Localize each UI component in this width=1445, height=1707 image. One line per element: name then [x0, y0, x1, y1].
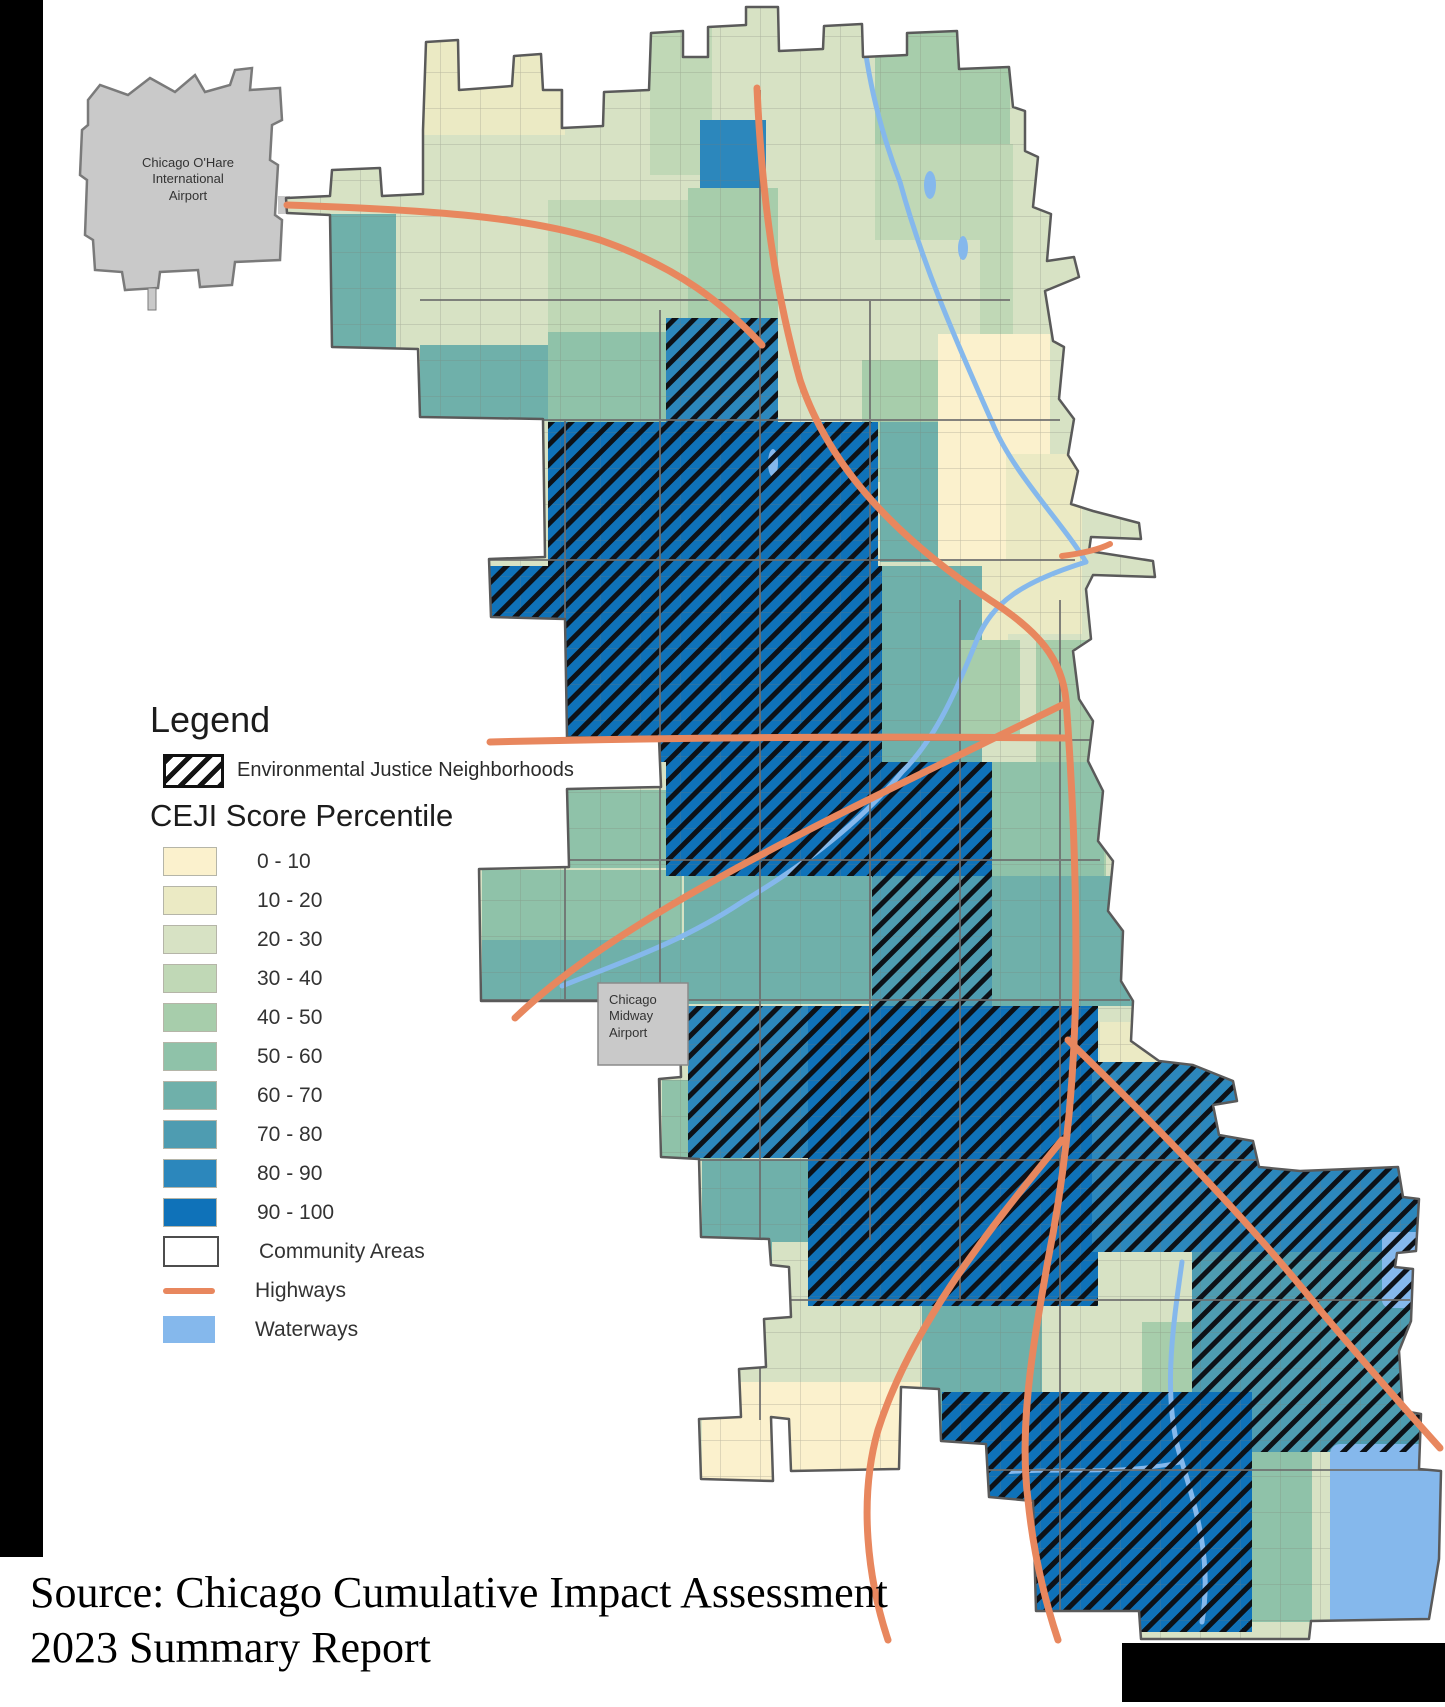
bottom-black-bar	[1122, 1643, 1445, 1702]
legend-title: Legend	[150, 699, 271, 740]
left-black-bar	[0, 0, 43, 1557]
legend-class-row: 40 - 50	[150, 1003, 590, 1033]
legend-class-row: 0 - 10	[150, 847, 590, 877]
legend-class-label: 10 - 20	[257, 888, 323, 912]
source-text: Source: Chicago Cumulative Impact Assess…	[30, 1568, 888, 1672]
community-swatch	[163, 1236, 219, 1268]
legend-swatch	[163, 1003, 217, 1033]
legend-panel: Legend Environmental Justice Neighborhoo…	[150, 700, 590, 1355]
legend-class-label: 40 - 50	[257, 1005, 323, 1029]
legend-class-row: 70 - 80	[150, 1120, 590, 1150]
waterway-label: Waterways	[255, 1317, 359, 1341]
legend-swatch	[163, 1120, 217, 1150]
legend-class-row: 10 - 20	[150, 886, 590, 916]
ej-label: Environmental Justice Neighborhoods	[237, 759, 574, 782]
ej-hatch-swatch	[163, 753, 224, 788]
highways-row: Highways	[150, 1277, 590, 1305]
legend-swatch	[163, 925, 217, 955]
ohare-airport-label: Chicago O'Hare International Airport	[141, 155, 235, 203]
waterway-swatch	[163, 1316, 215, 1344]
community-areas-row: Community Areas	[150, 1236, 590, 1268]
legend-class-row: 80 - 90	[150, 1159, 590, 1189]
legend-swatch	[163, 1042, 217, 1072]
legend-swatch	[163, 1081, 217, 1111]
legend-class-row: 20 - 30	[150, 925, 590, 955]
highway-label: Highways	[255, 1278, 347, 1302]
legend-swatch	[163, 1198, 217, 1228]
legend-class-row: 60 - 70	[150, 1081, 590, 1111]
legend-class-label: 20 - 30	[257, 927, 323, 951]
community-label: Community Areas	[259, 1239, 425, 1263]
highway-swatch	[163, 1287, 215, 1294]
waterways-row: Waterways	[150, 1316, 590, 1344]
score-title: CEJI Score Percentile	[150, 797, 454, 833]
midway-airport-label: Chicago Midway Airport	[609, 992, 657, 1040]
legend-class-label: 60 - 70	[257, 1083, 323, 1107]
legend-class-row: 30 - 40	[150, 964, 590, 994]
highway-path	[283, 84, 1444, 1644]
legend-swatch	[163, 1159, 217, 1189]
legend-class-label: 0 - 10	[257, 849, 311, 873]
legend-swatch	[163, 964, 217, 994]
legend-class-label: 70 - 80	[257, 1122, 323, 1146]
ej-legend-row: Environmental Justice Neighborhoods	[150, 753, 590, 788]
legend-swatch	[163, 847, 217, 877]
legend-class-row: 90 - 100	[150, 1198, 590, 1228]
legend-class-label: 90 - 100	[257, 1200, 335, 1224]
ohare-airport-shape	[78, 66, 290, 311]
legend-class-row: 50 - 60	[150, 1042, 590, 1072]
legend-class-label: 30 - 40	[257, 966, 323, 990]
legend-class-label: 80 - 90	[257, 1161, 323, 1185]
midway-airport-shape	[597, 982, 689, 1066]
legend-class-label: 50 - 60	[257, 1044, 323, 1068]
legend-swatch	[163, 886, 217, 916]
